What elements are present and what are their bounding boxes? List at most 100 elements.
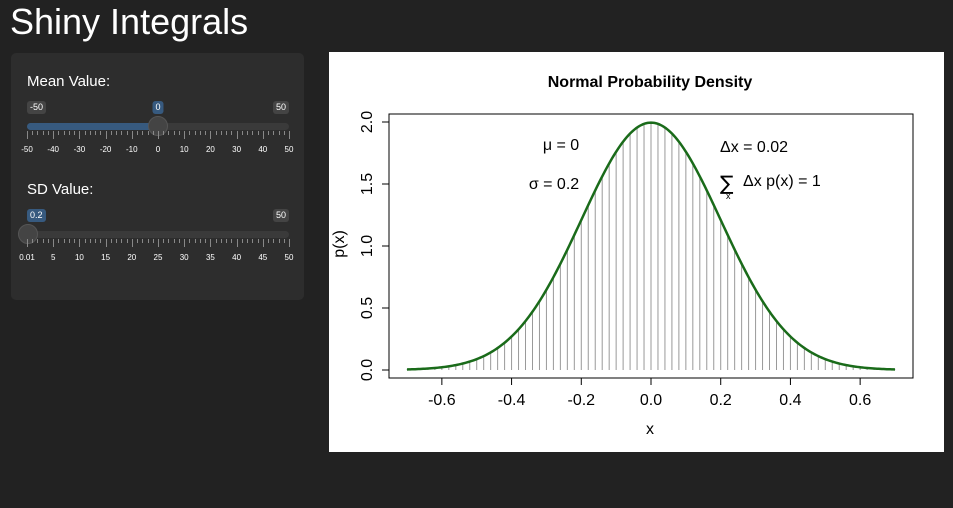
slider-major-tick (131, 131, 133, 139)
slider-major-tick (27, 239, 28, 247)
slider-grid-label: 45 (258, 253, 268, 262)
x-tick-label: -0.4 (498, 392, 526, 409)
x-tick-label: -0.6 (428, 392, 456, 409)
slider-minor-tick (126, 239, 128, 243)
slider-minor-tick (194, 239, 196, 243)
slider-minor-tick (121, 239, 123, 243)
mean-slider-grid: -50 -40 -30 -20 -10 0 10 20 30 40 50 (21, 131, 293, 171)
slider-major-tick (105, 131, 107, 139)
slider-minor-tick (137, 131, 139, 135)
slider-minor-tick (74, 239, 76, 243)
slider-minor-tick (152, 239, 154, 243)
slider-minor-tick (168, 239, 170, 243)
y-axis-label: p(x) (331, 230, 348, 258)
sigma-annotation: σ = 0.2 (529, 176, 579, 193)
slider-minor-tick (205, 131, 207, 135)
y-tick-label: 0.5 (359, 297, 376, 319)
slider-minor-tick (247, 239, 249, 243)
slider-major-tick (210, 239, 212, 247)
slider-minor-tick (163, 131, 165, 135)
slider-minor-tick (257, 239, 259, 243)
slider-minor-tick (247, 131, 249, 135)
slider-minor-tick (137, 239, 139, 243)
sum-annotation: Δx p(x) = 1 (743, 173, 821, 190)
slider-major-tick (79, 239, 81, 247)
slider-major-tick (53, 239, 55, 247)
slider-minor-tick (231, 131, 233, 135)
slider-major-tick (27, 131, 28, 139)
x-axis: -0.6 -0.4 -0.2 0.0 0.2 0.4 0.6 (428, 378, 871, 409)
slider-minor-tick (63, 239, 65, 243)
chart-title: Normal Probability Density (548, 74, 753, 91)
sd-slider[interactable]: 0.2 50 0.01 5 10 15 20 25 30 35 40 45 50 (17, 209, 293, 279)
slider-minor-tick (32, 131, 34, 135)
slider-minor-tick (37, 239, 39, 243)
app-title: Shiny Integrals (10, 1, 249, 42)
slider-minor-tick (142, 131, 144, 135)
y-tick-label: 2.0 (359, 111, 376, 133)
slider-minor-tick (273, 131, 275, 135)
slider-minor-tick (273, 239, 275, 243)
slider-grid-label: 30 (179, 253, 189, 262)
mean-slider-min: -50 (27, 101, 47, 114)
slider-minor-tick (226, 131, 228, 135)
slider-minor-tick (110, 239, 112, 243)
slider-minor-tick (268, 239, 270, 243)
slider-minor-tick (241, 131, 243, 135)
slider-minor-tick (257, 131, 259, 135)
slider-grid-label: -20 (99, 145, 112, 154)
slider-minor-tick (173, 131, 175, 135)
slider-minor-tick (142, 239, 144, 243)
y-tick-label: 0.0 (359, 359, 376, 381)
sd-slider-track[interactable] (27, 231, 289, 238)
slider-minor-tick (241, 239, 243, 243)
slider-major-tick (210, 131, 212, 139)
x-tick-label: 0.2 (710, 392, 732, 409)
slider-minor-tick (205, 239, 207, 243)
sum-subscript: x (726, 191, 731, 201)
sd-slider-max: 50 (272, 209, 289, 222)
slider-minor-tick (168, 131, 170, 135)
slider-minor-tick (89, 239, 91, 243)
slider-minor-tick (100, 239, 102, 243)
mean-slider-max: 50 (272, 101, 289, 114)
slider-grid-label: 40 (232, 253, 242, 262)
slider-minor-tick (58, 131, 60, 135)
slider-grid-label: 15 (101, 253, 111, 262)
slider-minor-tick (178, 131, 180, 135)
slider-minor-tick (68, 239, 70, 243)
slider-major-tick (105, 239, 107, 247)
slider-minor-tick (47, 239, 49, 243)
slider-minor-tick (84, 239, 86, 243)
y-tick-label: 1.0 (359, 235, 376, 257)
slider-minor-tick (147, 131, 149, 135)
slider-minor-tick (215, 131, 217, 135)
slider-major-tick (184, 131, 186, 139)
slider-major-tick (184, 239, 186, 247)
slider-minor-tick (189, 131, 191, 135)
x-tick-label: -0.2 (567, 392, 595, 409)
x-tick-label: 0.0 (640, 392, 662, 409)
slider-minor-tick (215, 239, 217, 243)
slider-minor-tick (63, 131, 65, 135)
slider-grid-label: -40 (47, 145, 59, 154)
slider-minor-tick (163, 239, 165, 243)
slider-grid-label: 50 (284, 145, 294, 154)
slider-minor-tick (68, 131, 70, 135)
x-tick-label: 0.6 (849, 392, 871, 409)
slider-minor-tick (42, 239, 44, 243)
sum-symbol: ∑ (720, 171, 734, 195)
mean-slider-value: 0 (152, 101, 164, 114)
slider-grid-label: -10 (126, 145, 138, 154)
slider-grid-label: 50 (284, 253, 294, 262)
slider-grid-label: 20 (127, 253, 137, 262)
slider-major-tick (289, 131, 290, 139)
mean-slider[interactable]: -50 50 0 -50 -40 -30 -20 -10 0 10 20 30 40 50 (21, 101, 293, 171)
slider-minor-tick (89, 131, 91, 135)
slider-major-tick (158, 239, 159, 247)
slider-grid-label: 25 (153, 253, 163, 262)
slider-major-tick (236, 131, 238, 139)
slider-grid-label: -30 (73, 145, 86, 154)
slider-minor-tick (58, 239, 60, 243)
slider-grid-label: 30 (232, 145, 242, 154)
